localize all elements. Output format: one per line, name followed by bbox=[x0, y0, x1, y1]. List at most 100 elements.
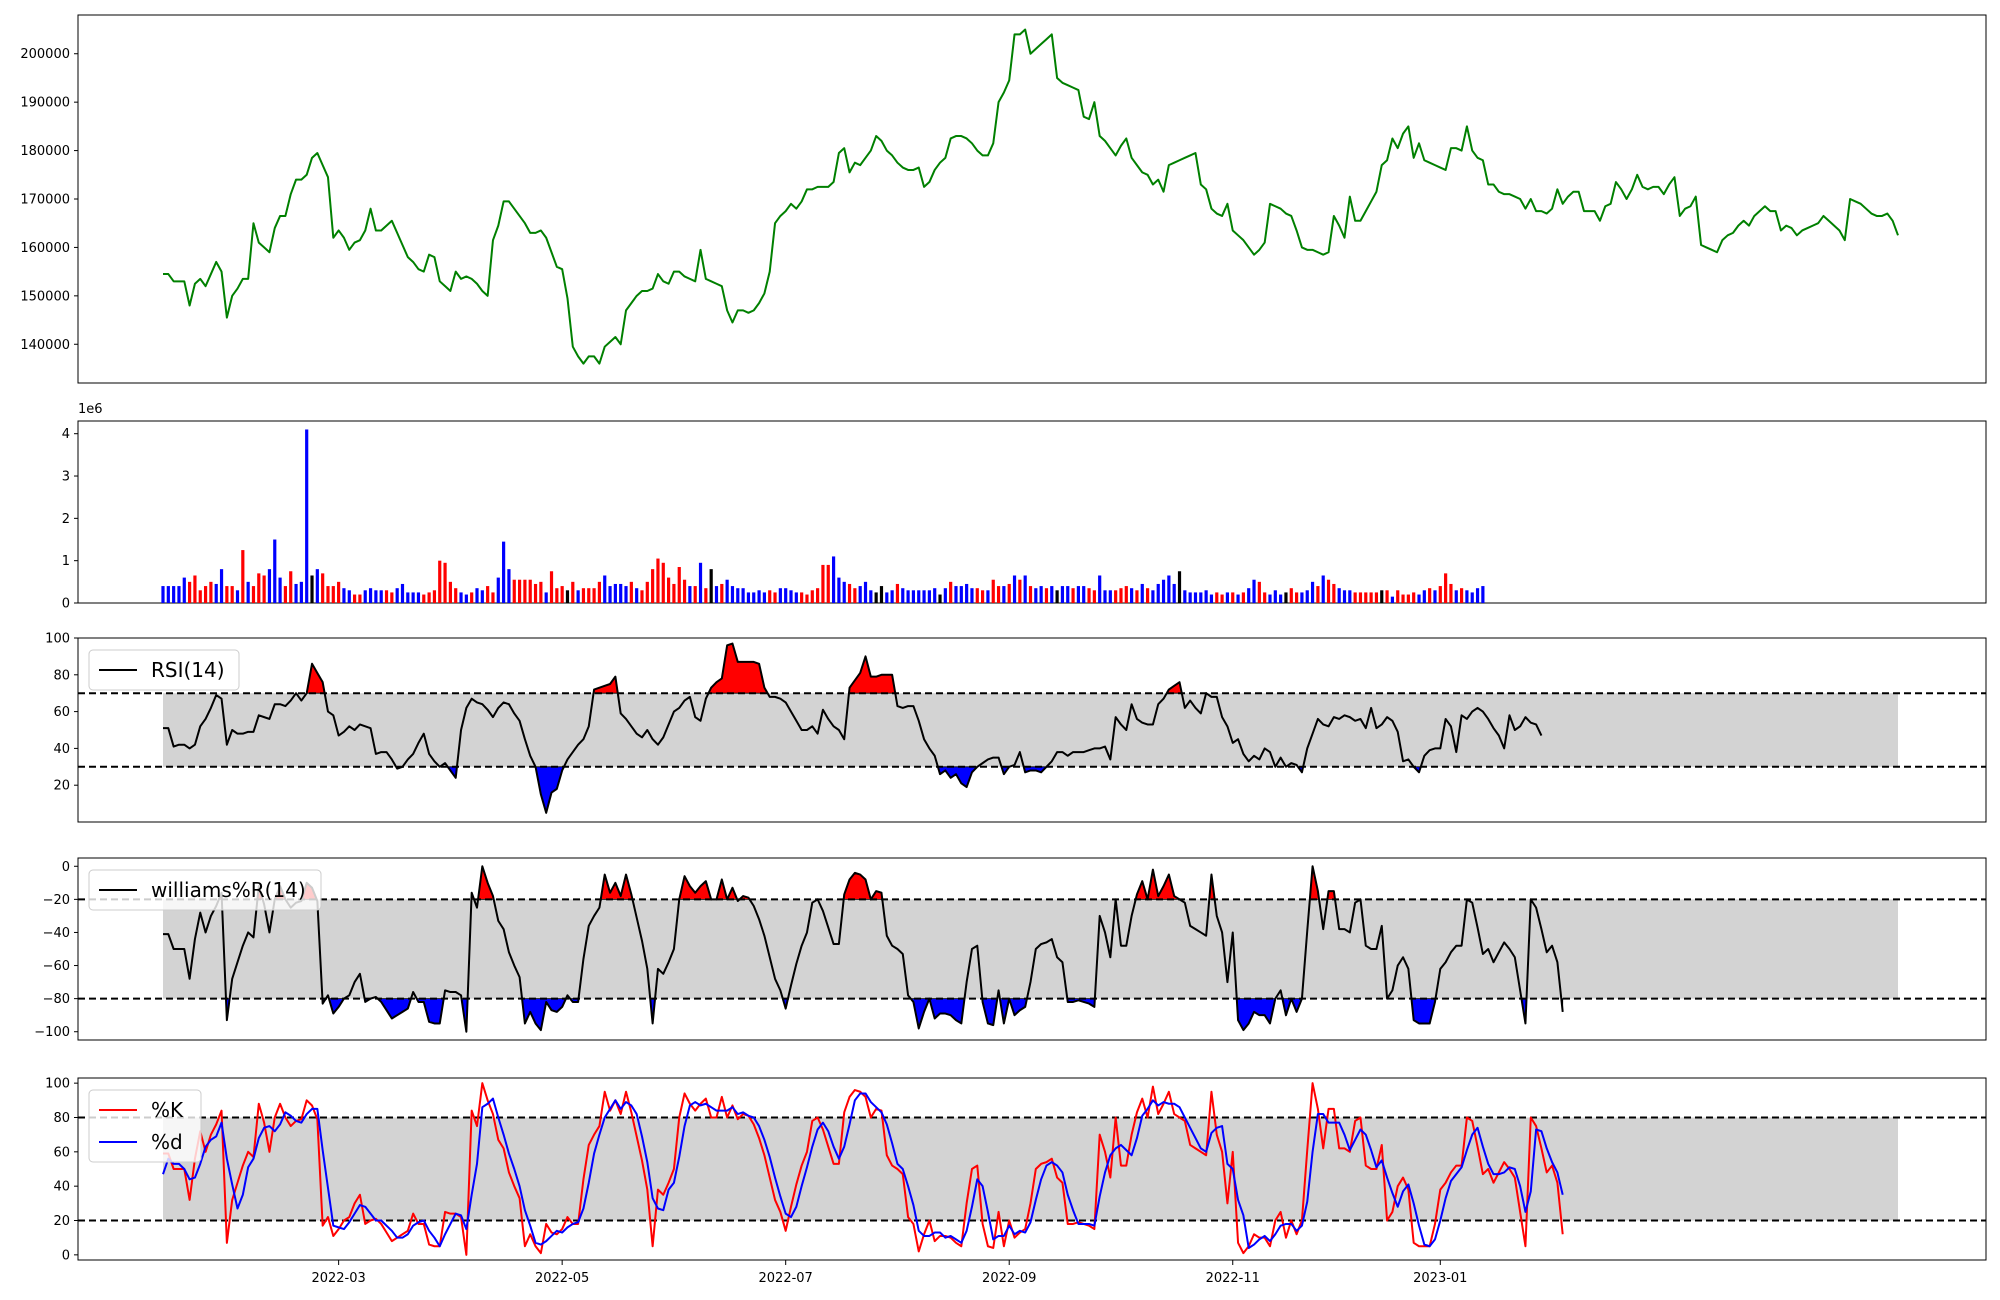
volume-bar bbox=[1145, 588, 1150, 603]
y-tick-label: 60 bbox=[53, 1145, 70, 1160]
volume-bar bbox=[502, 541, 506, 603]
volume-bar bbox=[688, 586, 692, 603]
x-tick-label: 2023-01 bbox=[1413, 1271, 1467, 1286]
volume-bar bbox=[1332, 583, 1336, 603]
price-panel: 140000 150000 160000 170000 180000 190000 2000… bbox=[20, 14, 1987, 384]
volume-bar bbox=[406, 592, 410, 603]
volume-bar bbox=[810, 590, 814, 603]
rsi-panel: 20 40 60 80 100 RSI(14) bbox=[45, 632, 1987, 823]
volume-bar bbox=[975, 588, 979, 603]
x-tick-label: 2022-11 bbox=[1206, 1271, 1260, 1286]
volume-bar bbox=[1417, 594, 1421, 603]
volume-bar bbox=[480, 590, 484, 603]
volume-bar bbox=[1135, 590, 1139, 603]
y-tick-label: 0 bbox=[62, 860, 70, 875]
x-tick-label: 2022-05 bbox=[535, 1271, 589, 1286]
volume-bar bbox=[278, 577, 282, 603]
volume-bar bbox=[592, 588, 596, 603]
volume-bar bbox=[911, 590, 916, 603]
volume-bar bbox=[166, 586, 170, 603]
oversold-fill bbox=[1236, 998, 1276, 1031]
y-tick-label: 100 bbox=[45, 632, 70, 647]
volume-bar bbox=[581, 588, 586, 603]
volume-bar bbox=[1412, 592, 1416, 603]
volume-bar bbox=[517, 579, 522, 603]
volume-bar bbox=[1369, 592, 1373, 603]
volume-bar bbox=[965, 583, 969, 603]
volume-bar bbox=[246, 581, 250, 603]
volume-bar bbox=[714, 586, 719, 603]
volume-bar bbox=[635, 588, 639, 603]
volume-bar bbox=[1348, 590, 1352, 603]
y-tick-label: 170000 bbox=[20, 193, 70, 208]
y-tick-label: −20 bbox=[43, 893, 70, 908]
volume-bar bbox=[384, 590, 389, 603]
volume-bar bbox=[831, 556, 836, 603]
volume-bar bbox=[1098, 575, 1102, 603]
y-tick-label: 200000 bbox=[20, 47, 70, 62]
volume-bar bbox=[826, 564, 830, 603]
volume-bar bbox=[677, 567, 681, 603]
y-tick-label: 20 bbox=[53, 1214, 70, 1229]
volume-bar bbox=[587, 588, 591, 603]
legend-box bbox=[88, 649, 240, 691]
volume-bar bbox=[1108, 590, 1112, 603]
volume-bar bbox=[544, 592, 548, 603]
volume-bar bbox=[230, 586, 234, 603]
volume-bar bbox=[219, 569, 224, 603]
volume-bar bbox=[1454, 590, 1458, 603]
volume-bar bbox=[1007, 583, 1011, 603]
volume-bar bbox=[869, 590, 873, 603]
volume-bar bbox=[640, 590, 644, 603]
volume-bar bbox=[1422, 590, 1426, 603]
legend-box bbox=[88, 869, 322, 911]
volume-bar bbox=[1279, 594, 1283, 603]
volume-bar bbox=[1018, 579, 1022, 603]
y-tick-label: 20 bbox=[53, 779, 70, 794]
volume-bar bbox=[459, 592, 463, 603]
volume-bar bbox=[539, 581, 543, 603]
volume-bar bbox=[959, 586, 963, 603]
volume-bar bbox=[1188, 592, 1192, 603]
volume-bar bbox=[1273, 590, 1277, 603]
volume-bar bbox=[645, 581, 649, 603]
oversold-fill bbox=[928, 998, 965, 1025]
neutral-band bbox=[163, 693, 1898, 767]
volume-bar bbox=[1012, 575, 1017, 603]
volume-bar bbox=[667, 577, 671, 603]
volume-bar bbox=[1475, 588, 1480, 603]
volume-bar bbox=[321, 573, 325, 603]
volume-bar bbox=[576, 590, 580, 603]
volume-bar bbox=[305, 429, 309, 603]
volume-bar bbox=[177, 586, 181, 603]
volume-bar bbox=[235, 590, 240, 603]
volume-bar bbox=[379, 590, 383, 603]
volume-bar bbox=[1161, 579, 1166, 603]
y-tick-label: 180000 bbox=[20, 144, 70, 159]
volume-bar bbox=[954, 586, 958, 603]
volume-bar bbox=[1028, 586, 1033, 603]
volume-bar bbox=[267, 569, 272, 603]
volume-bar bbox=[214, 583, 218, 603]
volume-bar bbox=[1295, 592, 1299, 603]
volume-bar bbox=[283, 586, 287, 603]
volume-bar bbox=[981, 590, 985, 603]
volume-bar bbox=[448, 581, 452, 603]
volume-bar bbox=[1124, 586, 1128, 603]
y-tick-label: −60 bbox=[43, 959, 70, 974]
volume-bar bbox=[1151, 590, 1155, 603]
volume-bar bbox=[1215, 592, 1219, 603]
volume-bar bbox=[853, 588, 857, 603]
volume-bar bbox=[794, 592, 798, 603]
y-tick-label: 0 bbox=[62, 597, 70, 612]
volume-bar bbox=[1444, 573, 1448, 603]
volume-bar bbox=[1130, 588, 1134, 603]
volume-bar bbox=[709, 569, 713, 603]
volume-bar bbox=[1385, 590, 1389, 603]
volume-bar bbox=[874, 592, 878, 603]
volume-bar bbox=[1337, 588, 1341, 603]
volume-bar bbox=[1114, 590, 1118, 603]
legend-label: RSI(14) bbox=[151, 658, 225, 682]
volume-panel-frame bbox=[77, 420, 1987, 604]
